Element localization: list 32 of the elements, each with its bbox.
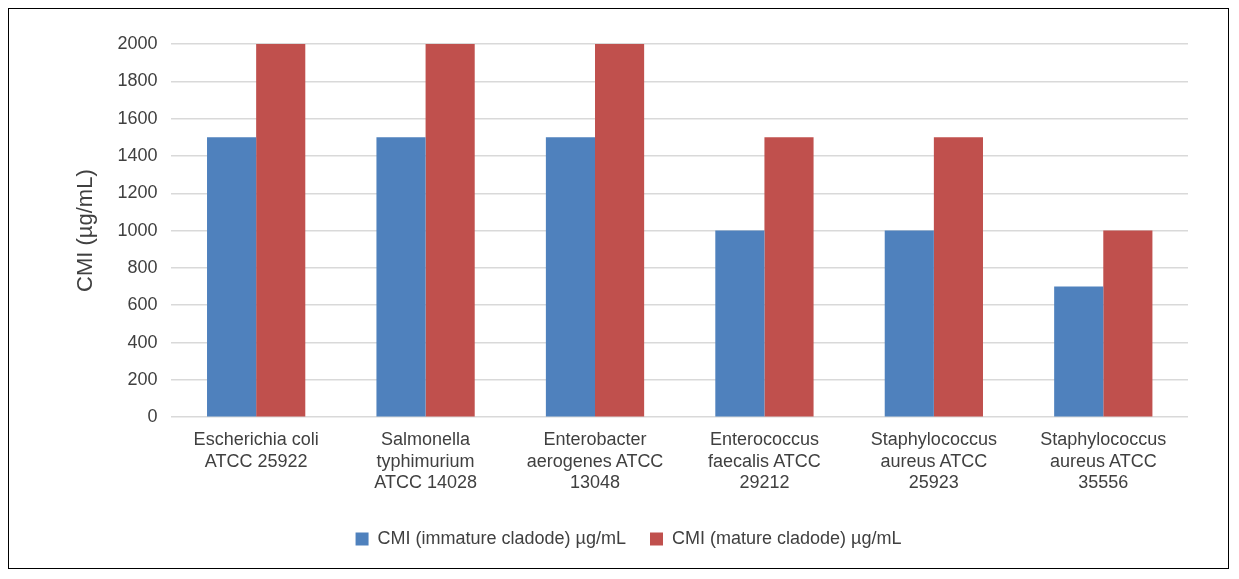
y-axis-title: CMI (µg/mL) bbox=[72, 169, 98, 292]
bar bbox=[425, 44, 475, 417]
x-tick-label: Enterobacter aerogenes ATCC 13048 bbox=[526, 428, 664, 493]
bar bbox=[764, 137, 814, 417]
legend-label: CMI (immature cladode) µg/mL bbox=[377, 527, 627, 548]
x-tick-label: Staphylococcus aureus ATCC 35556 bbox=[1040, 428, 1167, 493]
bar bbox=[884, 230, 934, 417]
y-tick-label: 1200 bbox=[117, 182, 158, 203]
y-tick-label: 2000 bbox=[117, 32, 158, 53]
bar bbox=[715, 230, 765, 417]
x-tick-label: Enterococcus faecalis ATCC 29212 bbox=[708, 428, 821, 493]
y-tick-label: 200 bbox=[127, 368, 158, 389]
y-tick-label: 1600 bbox=[117, 107, 158, 128]
y-tick-label: 1400 bbox=[117, 144, 158, 165]
bar bbox=[595, 44, 645, 417]
bar bbox=[545, 137, 596, 417]
x-tick-label: Salmonella typhimurium ATCC 14028 bbox=[374, 428, 477, 493]
y-tick-label: 400 bbox=[127, 331, 158, 352]
x-tick-label: Escherichia coli ATCC 25922 bbox=[193, 428, 319, 471]
bar bbox=[1054, 286, 1104, 417]
y-tick-label: 1000 bbox=[117, 219, 158, 240]
bar bbox=[1103, 230, 1153, 417]
y-tick-label: 0 bbox=[147, 406, 158, 427]
y-tick-label: 800 bbox=[127, 256, 158, 277]
bar bbox=[207, 137, 257, 417]
y-tick-label: 600 bbox=[127, 294, 158, 315]
y-tick-label: 1800 bbox=[117, 70, 158, 91]
bar bbox=[256, 44, 306, 417]
legend-label: CMI (mature cladode) µg/mL bbox=[672, 527, 902, 548]
bar bbox=[933, 137, 983, 417]
x-tick-label: Staphylococcus aureus ATCC 25923 bbox=[870, 428, 997, 493]
bar bbox=[376, 137, 426, 417]
